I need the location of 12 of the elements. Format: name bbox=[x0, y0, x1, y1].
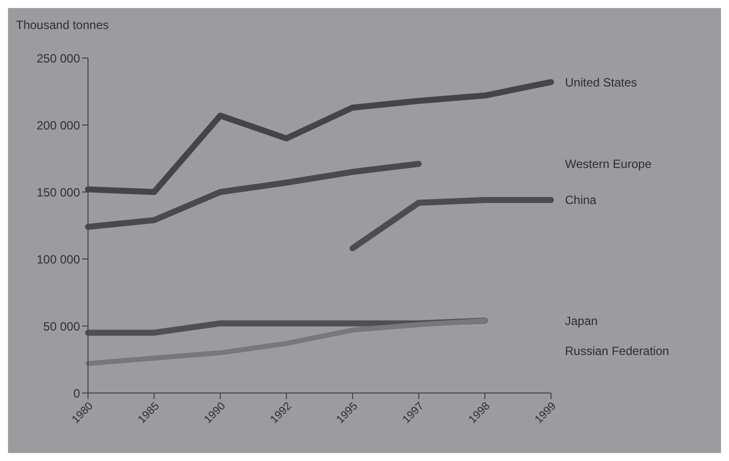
series-label: United States bbox=[565, 75, 638, 90]
y-tick-label: 100 000 bbox=[36, 252, 80, 266]
text: Russian Federation bbox=[565, 344, 670, 358]
y-tick-label: 0 bbox=[73, 386, 80, 400]
y-tick-label: 50 000 bbox=[43, 319, 80, 334]
y-axis-title: Thousand tonnes bbox=[16, 18, 109, 32]
y-tick-label: 150 000 bbox=[36, 185, 80, 200]
text: Western Europe bbox=[565, 157, 652, 172]
text: Japan bbox=[565, 314, 598, 328]
series-label: China bbox=[565, 193, 597, 208]
y-tick-label: 200 000 bbox=[36, 118, 80, 132]
y-tick-label: 250 000 bbox=[36, 51, 80, 66]
